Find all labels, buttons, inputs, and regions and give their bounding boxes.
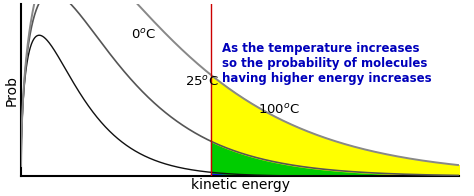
Y-axis label: Prob: Prob [4, 75, 18, 106]
Text: 100$^o$C: 100$^o$C [258, 103, 301, 117]
X-axis label: kinetic energy: kinetic energy [191, 178, 290, 192]
Text: 25$^o$C: 25$^o$C [185, 75, 219, 89]
Text: As the temperature increases
so the probability of molecules
having higher energ: As the temperature increases so the prob… [222, 42, 431, 85]
Text: 0$^o$C: 0$^o$C [130, 28, 155, 42]
